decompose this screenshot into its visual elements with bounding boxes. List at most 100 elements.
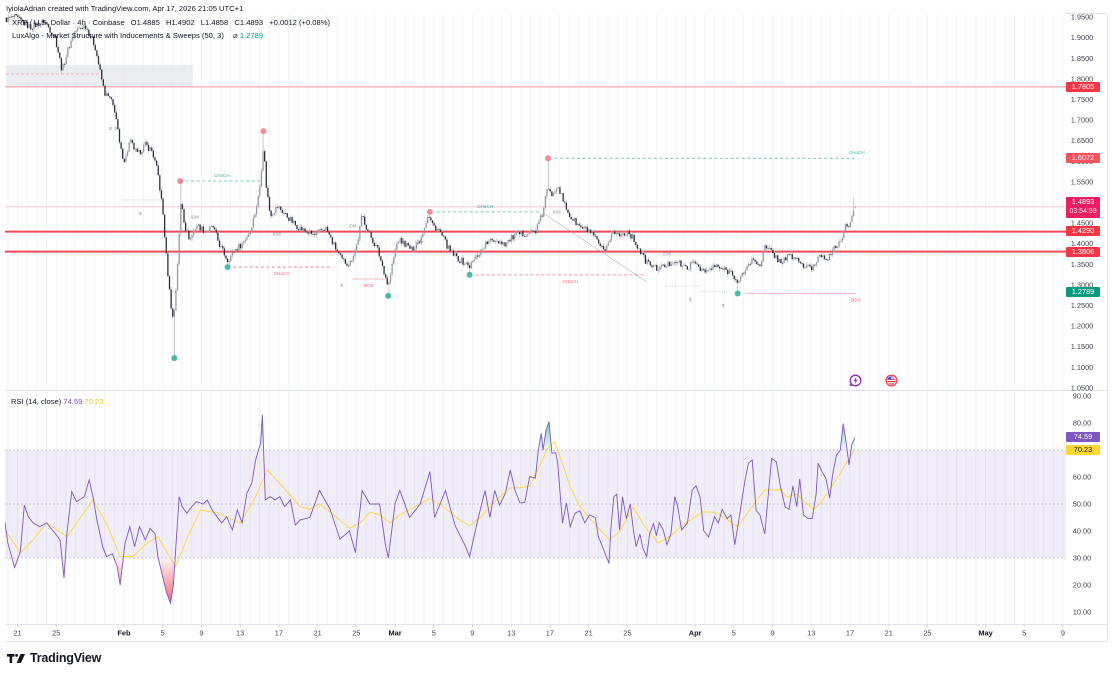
candle-body xyxy=(89,35,92,38)
rsi-ma-line[interactable] xyxy=(5,441,856,568)
time-axis-day-label: 21 xyxy=(885,629,893,638)
price-pane[interactable]: CHoCH CHoCH BOS CHoCH CHoCH CHoCH BOS IDM IDM IDM… xyxy=(4,12,1066,362)
candle-body xyxy=(760,261,763,267)
candle-body xyxy=(376,245,379,248)
candle-body xyxy=(483,248,485,250)
candle-body xyxy=(846,224,848,227)
candle-body xyxy=(105,93,108,96)
candle-body xyxy=(665,266,668,268)
candle-body xyxy=(63,63,66,65)
symbol-name[interactable]: XRP / U.S. Dollar · 4h · Coinbase xyxy=(12,18,125,27)
candle-body xyxy=(283,212,285,214)
candle-body xyxy=(675,262,677,264)
rsi-line[interactable] xyxy=(5,414,856,605)
candle-body xyxy=(649,261,651,266)
time-axis-day-label: 5 xyxy=(161,629,165,638)
candle-body xyxy=(281,210,284,213)
candle-body xyxy=(336,249,338,252)
swing-high-dot[interactable] xyxy=(177,177,184,184)
candle-body xyxy=(330,234,332,238)
rsi-pane[interactable] xyxy=(5,414,1066,605)
candle-body xyxy=(357,239,359,245)
candle-body xyxy=(304,228,306,232)
candle-body xyxy=(73,31,75,39)
candle-body xyxy=(735,278,737,280)
rsi-axis[interactable]: 90.0080.0070.0060.0050.0040.0030.0020.00… xyxy=(1073,392,1092,617)
candle-body xyxy=(830,253,832,255)
tradingview-logo[interactable]: TradingView xyxy=(7,650,101,666)
candle-body xyxy=(588,229,590,232)
rsi-axis-label: 60.00 xyxy=(1073,473,1092,482)
lightning-icon[interactable] xyxy=(849,374,862,387)
rsi-axis-label: 20.00 xyxy=(1073,581,1092,590)
time-axis-day-label: 17 xyxy=(846,629,854,638)
sweep-marker: x xyxy=(115,126,118,132)
candle-body xyxy=(381,260,384,266)
time-axis[interactable]: 21 25 Feb 5 9 13 17 21 25 Mar 5 9 13 17 21 25 Apr 5 9 13 17 2… xyxy=(13,624,1065,638)
candle-body xyxy=(159,175,161,191)
candle-body xyxy=(233,251,235,253)
pane-borders xyxy=(5,13,1108,642)
swing-low-dot[interactable] xyxy=(385,292,392,299)
candle-body xyxy=(607,242,609,246)
swing-low-dot[interactable] xyxy=(224,264,231,271)
rsi-value: 74.59 xyxy=(63,397,83,406)
candle-body xyxy=(84,25,87,29)
candle-body xyxy=(338,251,340,254)
candle-body xyxy=(160,190,163,199)
candle-body xyxy=(418,241,421,243)
candle-body xyxy=(718,266,721,269)
candle-body xyxy=(836,246,839,248)
candle-body xyxy=(707,270,709,271)
swing-high-dot[interactable] xyxy=(544,155,551,162)
swing-low-dot[interactable] xyxy=(171,355,178,362)
candle-body xyxy=(460,257,463,263)
candle-body xyxy=(346,263,348,266)
candle-body xyxy=(720,268,722,270)
us-flag-icon[interactable] xyxy=(885,374,898,387)
swing-low-dot[interactable] xyxy=(734,290,741,297)
candle-body xyxy=(431,220,434,224)
candle-body xyxy=(352,255,355,261)
candle-body xyxy=(285,213,287,214)
candle-body xyxy=(20,17,22,20)
swing-low-dot[interactable] xyxy=(466,271,473,278)
price-axis-label: 1.1500 xyxy=(1071,342,1094,351)
symbol-legend[interactable]: XRP / U.S. Dollar · 4h · Coinbase O1.488… xyxy=(12,18,330,28)
candle-body xyxy=(764,245,766,252)
candle-body xyxy=(641,253,643,255)
candle-body xyxy=(575,218,577,226)
candle-body xyxy=(194,229,196,232)
candle-body xyxy=(59,52,61,58)
candle-body xyxy=(410,246,413,249)
candle-body xyxy=(393,256,395,264)
bar-countdown: 03:54:59 xyxy=(1069,208,1097,215)
indicator-legend[interactable]: LuxAlgo - Market Structure with Induceme… xyxy=(12,31,263,41)
candle-body xyxy=(265,161,267,188)
candle-body xyxy=(510,235,513,242)
candle-body xyxy=(752,258,755,260)
indicator-name[interactable]: LuxAlgo - Market Structure with Induceme… xyxy=(12,31,224,40)
candle-body xyxy=(272,214,274,217)
candle-body xyxy=(546,189,548,197)
candle-body xyxy=(15,14,17,16)
candle-body xyxy=(694,261,697,264)
price-axis-label: 1.4500 xyxy=(1071,219,1094,228)
candle-body xyxy=(202,226,205,233)
rsi-title[interactable]: RSI (14, close) xyxy=(11,397,62,406)
swing-high-dot[interactable] xyxy=(426,208,433,215)
swing-high-dot[interactable] xyxy=(260,128,267,135)
candle-body xyxy=(344,259,346,264)
candle-body xyxy=(691,261,693,263)
candle-body xyxy=(244,239,246,242)
candles[interactable] xyxy=(4,12,856,359)
candle-body xyxy=(604,249,606,251)
rsi-legend[interactable]: RSI (14, close) 74.59 70.23 xyxy=(11,397,104,407)
candle-body xyxy=(397,241,400,244)
candle-body xyxy=(802,263,805,268)
candle-body xyxy=(635,241,637,245)
candle-body xyxy=(231,251,234,256)
candle-body xyxy=(430,217,432,221)
candle-body xyxy=(765,245,768,249)
